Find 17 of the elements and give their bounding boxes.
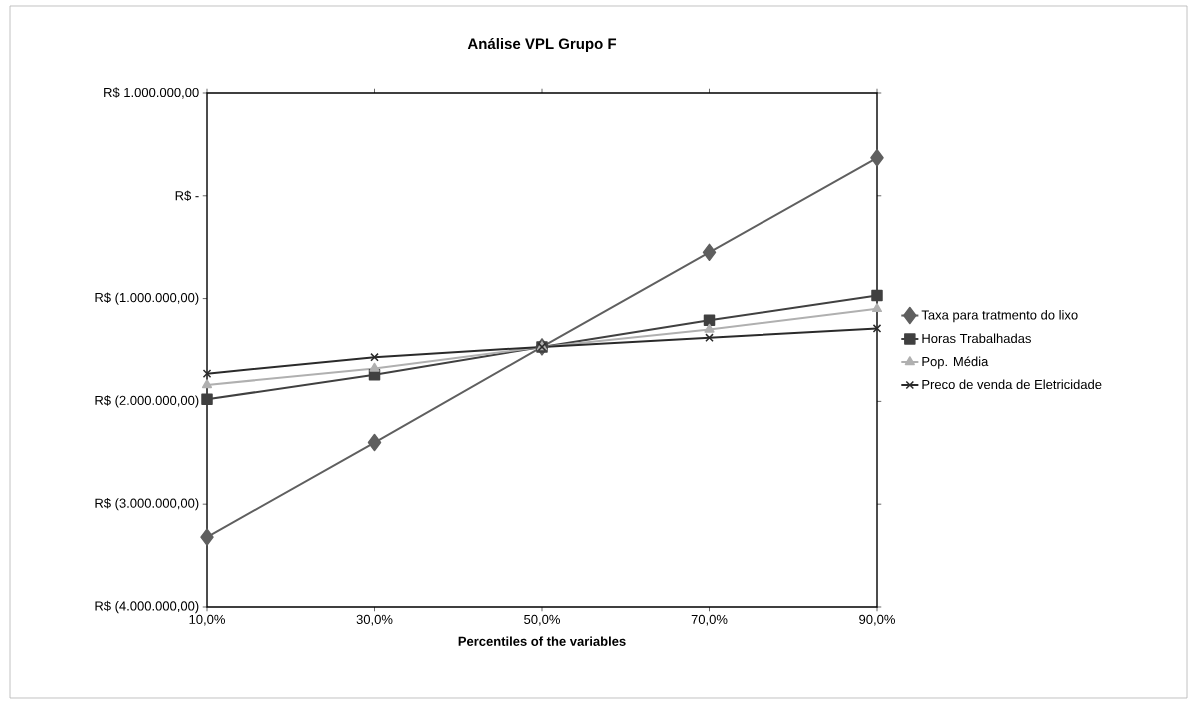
legend-label: Pop. Média xyxy=(922,356,989,369)
y-tick-label: R$ (1.000.000,00) xyxy=(95,292,199,305)
x-axis-title: Percentiles of the variables xyxy=(458,636,626,646)
y-tick-label: R$ 1.000.000,00 xyxy=(104,87,199,99)
legend-label: Preco de venda de Eletricidade xyxy=(922,379,1102,390)
x-tick-label: 10,0% xyxy=(189,614,225,626)
x-tick-label: 50,0% xyxy=(524,614,560,626)
y-tick-label: R$ (3.000.000,00) xyxy=(95,498,199,511)
x-tick-label: 90,0% xyxy=(859,614,895,626)
legend-label: Taxa para tratmento do lixo xyxy=(921,310,1078,323)
y-tick-label: R$ - xyxy=(175,190,199,202)
y-tick-label: R$ (2.000.000,00) xyxy=(95,395,199,408)
chart-title: Análise VPL Grupo F xyxy=(467,37,617,53)
y-tick-label: R$ (4.000.000,00) xyxy=(95,600,199,614)
x-tick-label: 70,0% xyxy=(691,614,728,626)
x-tick-label: 30,0% xyxy=(356,614,393,626)
legend-label: Horas Trabalhadas xyxy=(922,333,1031,344)
